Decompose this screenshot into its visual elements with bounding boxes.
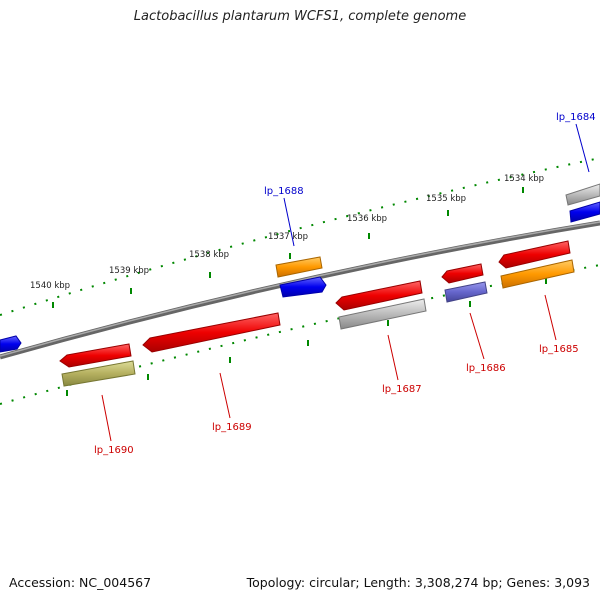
outer-major-ticks xyxy=(52,187,524,308)
tick-label: 1535 kbp xyxy=(426,194,466,204)
gene-feature-lp1685 xyxy=(498,240,571,269)
gene-feature-lp1687-category xyxy=(338,298,427,330)
gene-feature-lp1685-category xyxy=(500,259,575,289)
gene-feature-lp1686-category xyxy=(444,281,488,303)
gene-feature-left-edge xyxy=(0,335,22,353)
gene-feature-lp1690 xyxy=(59,343,132,368)
outer-tick-ring xyxy=(0,157,600,316)
gene-label-lp1688[interactable]: lp_1688 xyxy=(264,186,304,197)
tick-label: 1538 kbp xyxy=(189,250,229,260)
gene-feature-lp1688 xyxy=(279,276,327,298)
gene-feature-lp1690-category xyxy=(61,360,136,387)
tick-label: 1534 kbp xyxy=(504,174,544,184)
gene-feature-lp1684-category xyxy=(565,183,600,206)
gene-feature-lp1684 xyxy=(569,201,600,223)
tick-label: 1537 kbp xyxy=(268,232,308,242)
accession-text: Accession: NC_004567 xyxy=(9,575,152,590)
gene-label-lp1687[interactable]: lp_1687 xyxy=(382,384,422,395)
gene-feature-lp1689 xyxy=(142,312,281,353)
tick-label: 1539 kbp xyxy=(109,266,149,276)
genome-summary-text: Topology: circular; Length: 3,308,274 bp… xyxy=(246,575,590,590)
tick-label: 1540 kbp xyxy=(30,281,70,291)
gene-label-lp1686[interactable]: lp_1686 xyxy=(466,363,506,374)
gene-label-lp1685[interactable]: lp_1685 xyxy=(539,344,579,355)
label-leaders xyxy=(101,123,590,442)
gene-feature-lp1687 xyxy=(335,280,423,311)
gene-feature-lp1686 xyxy=(441,263,484,284)
gene-label-lp1690[interactable]: lp_1690 xyxy=(94,445,134,456)
tick-label: 1536 kbp xyxy=(347,214,387,224)
map-title: Lactobacillus plantarum WCFS1, complete … xyxy=(133,9,467,24)
inner-major-ticks xyxy=(66,278,547,396)
gene-feature-lp1688-category xyxy=(275,256,323,278)
gene-label-lp1689[interactable]: lp_1689 xyxy=(212,422,252,433)
gene-label-lp1684[interactable]: lp_1684 xyxy=(556,112,596,123)
